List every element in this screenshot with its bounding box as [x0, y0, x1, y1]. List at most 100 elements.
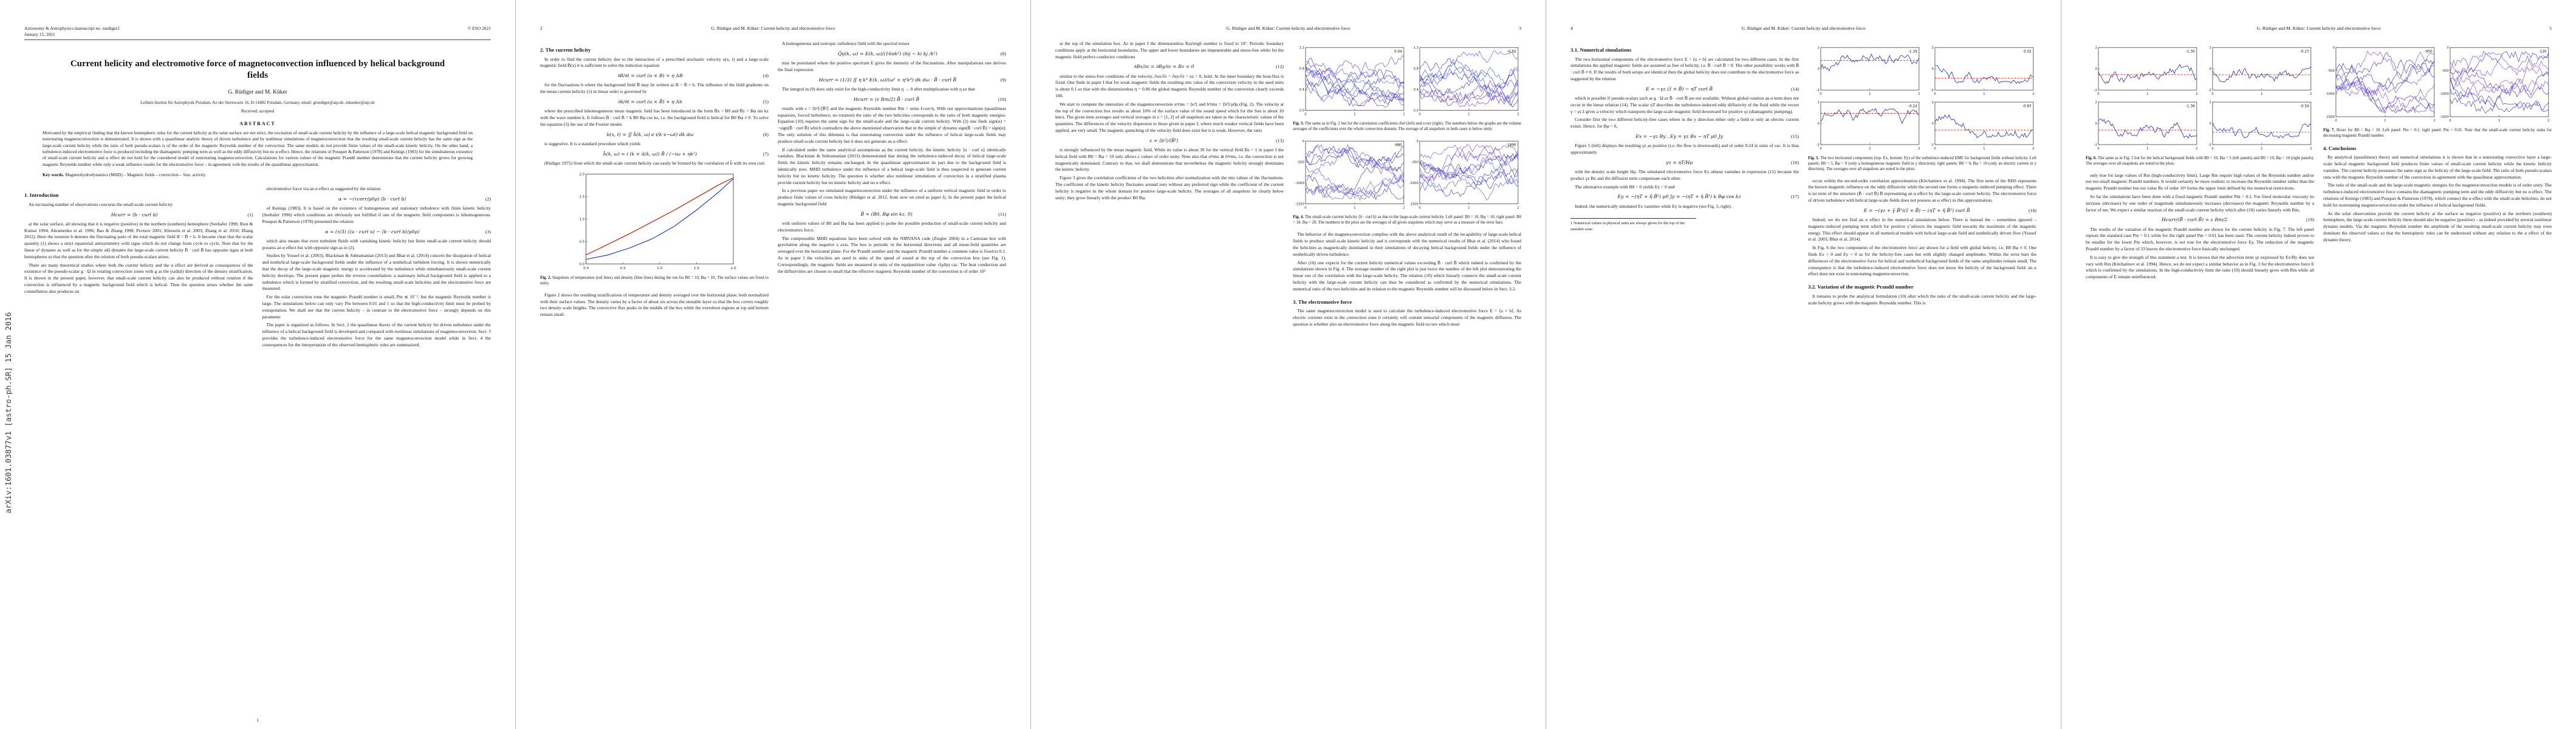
figure-caption: Fig. 5. The two horizontal components (t… — [1808, 156, 2036, 173]
keywords-text: Magnetohydrodynamics (MHD) – Magnetic fi… — [65, 172, 206, 178]
manuscript-header: Astronomy & Astrophysics manuscript no. … — [24, 26, 491, 40]
keywords-label: Key words. — [43, 172, 64, 178]
svg-text:-0.24: -0.24 — [1908, 104, 1917, 108]
figure-caption: Fig. 3. The same as in Fig. 2 but for th… — [1293, 122, 1521, 132]
left-column: -2 0 2 0 1 2 -1.30 -2 0 2 0 1 2 -0.27 -2 0 2 0 1 2 -1.36 -2 0 2… — [2086, 41, 2314, 282]
svg-text:2: 2 — [1403, 207, 1405, 210]
svg-text:0: 0 — [2335, 119, 2337, 123]
header-page-number: 4 — [1571, 26, 1573, 31]
equation-number: (17) — [1791, 194, 1799, 200]
equation: Ey = −(ηT + η̃ B̄²) μ0 Jy = −(ηT + η̃ B̄… — [1571, 193, 1799, 200]
svg-text:1: 1 — [2384, 119, 2386, 123]
paragraph: We start to compute the intensities of t… — [1055, 101, 1284, 133]
svg-text:2.0: 2.0 — [579, 173, 584, 176]
svg-text:0: 0 — [1817, 122, 1819, 126]
svg-text:-0.54: -0.54 — [2300, 104, 2309, 108]
figure-caption-text: Hcurr for B0 = Bφ = 10. Left panel: Pm =… — [2323, 128, 2552, 138]
svg-text:0.4: 0.4 — [1300, 88, 1305, 92]
figure-label: Fig. 3. — [1293, 122, 1305, 126]
svg-text:2: 2 — [2095, 101, 2097, 104]
svg-text:1: 1 — [2498, 119, 2500, 123]
svg-text:0: 0 — [2097, 147, 2099, 151]
svg-text:-0.27: -0.27 — [2300, 50, 2309, 54]
figure-fig7: -1500 -1000 -500 0 0 1 2 -950 -1500 -1000 -500 0 0 1 2… — [2323, 44, 2552, 139]
paragraph: The ratio of the small-scale and the lar… — [2323, 182, 2552, 208]
text-columns: 3.1. Numerical simulations The two horizo… — [1571, 41, 2036, 308]
paragraph: results with ε = ⟨b²⟩/⟨B̄²⟩ and the magn… — [778, 105, 1006, 144]
svg-text:-2: -2 — [2094, 143, 2097, 147]
svg-text:0: 0 — [1419, 207, 1420, 210]
equation-body: ∂b/∂t = curl (u × B̄) + η Δb — [617, 99, 682, 105]
svg-text:-500: -500 — [2442, 69, 2449, 73]
paragraph: The results of the variation of the magn… — [2086, 226, 2314, 252]
svg-text:1: 1 — [1468, 207, 1470, 210]
svg-text:1.5: 1.5 — [694, 267, 699, 270]
equation-body: ∂Bx/∂z = ∂By/∂z = Bz = 0 — [1134, 64, 1194, 70]
figure-caption: Fig. 7. Hcurr for B0 = Bφ = 10. Left pan… — [2323, 128, 2552, 139]
equation: E = −γz (ẑ × B̄) − ηT curl B̄ (14) — [1571, 86, 1799, 92]
svg-text:-0.87: -0.87 — [2023, 104, 2032, 108]
svg-text:1.2: 1.2 — [1300, 46, 1304, 50]
svg-text:-2: -2 — [2208, 89, 2211, 92]
manuscript-line: Astronomy & Astrophysics manuscript no. … — [24, 26, 120, 31]
svg-text:2: 2 — [1817, 101, 1819, 104]
page-4: 4 G. Rüdiger and M. Küker: Current helic… — [1546, 0, 2061, 729]
svg-text:0: 0 — [1931, 122, 1933, 126]
svg-text:2: 2 — [2209, 46, 2211, 50]
svg-text:2: 2 — [2032, 92, 2034, 96]
running-header-title: G. Rüdiger and M. Küker: Current helicit… — [1741, 26, 1866, 31]
svg-text:2: 2 — [2196, 92, 2197, 96]
figure-fig4: -1500 -1000 -500 0 0 1 2 -980 -1500 -1000 -500 0 0 1 2… — [1293, 138, 1521, 226]
equation-body: Hcurr = (1/3) ∬ η k⁴ E(k, ω)/(ω² + η²k⁴)… — [818, 77, 957, 83]
paragraph: where the prescribed inhomogeneous mean … — [540, 108, 769, 127]
svg-text:-2: -2 — [1817, 143, 1820, 147]
svg-text:0.8: 0.8 — [1300, 67, 1304, 71]
equation-number: (15) — [1791, 134, 1799, 140]
paragraph: only true for large values of Rm (high-c… — [2086, 172, 2314, 191]
paragraph: The two horizontal components of the ele… — [1571, 56, 1799, 82]
left-column: at the top of the simulation box. As in … — [1055, 41, 1284, 203]
keywords: Key words. Magnetohydrodynamics (MHD) – … — [24, 172, 491, 177]
paragraph: After (10) one expects for the current h… — [1293, 259, 1521, 292]
equation-body: E = −(γz + γ̃ B̄²)(ẑ × B̄) − (ηT + η̃ B̄… — [1863, 207, 1970, 213]
text-columns: -2 0 2 0 1 2 -1.30 -2 0 2 0 1 2 -0.27 -2 0 2 0 1 2 -1.36 -2 0 2… — [2086, 41, 2552, 282]
paragraph: for the fluctuations b where the backgro… — [540, 82, 769, 95]
paragraph: may be postulated where the positive spe… — [778, 60, 1006, 72]
equation-body: Ey = −(ηT + η̃ B̄²) μ0 Jy = −(ηT + η̃ B̄… — [1617, 194, 1741, 200]
footnote: 1 Numerical values in physical units are… — [1571, 218, 1696, 232]
svg-text:2: 2 — [2547, 119, 2549, 123]
svg-text:1.0: 1.0 — [579, 217, 584, 221]
paper-title: Current helicity and electromotive force… — [70, 58, 445, 81]
equation-number: (5) — [762, 99, 769, 105]
equation-body: b̂(k, ω) = i (k × û(k, ω)) B̄ / (−iω + η… — [603, 151, 697, 157]
svg-text:2: 2 — [1517, 207, 1519, 210]
equation: b̂(k, ω) = i (k × û(k, ω)) B̄ / (−iω + η… — [540, 151, 769, 157]
equation-body: Hcurr ≃ (ε Rm/2) B̄ · curl B̄ — [853, 96, 920, 102]
svg-text:-1500: -1500 — [2326, 115, 2335, 119]
figure-label: Fig. 4. — [1293, 215, 1305, 220]
figure-caption: Fig. 4. The small-scale current helicity… — [1293, 215, 1521, 226]
right-column: -2 0 2 0 1 2 -1.19 -2 0 2 0 1 2 0.02 -2 0 2 0 1 2 -0.24 -2 0 2 0… — [1808, 41, 2036, 308]
paragraph: Figure 5 (left) displays the resulting γ… — [1571, 143, 1799, 156]
page-3: G. Rüdiger and M. Küker: Current helicit… — [1030, 0, 1546, 729]
svg-text:0.0: 0.0 — [583, 267, 589, 270]
svg-text:0: 0 — [2209, 122, 2211, 126]
svg-text:2: 2 — [2196, 147, 2197, 151]
text-columns: at the top of the simulation box. As in … — [1055, 41, 1521, 330]
svg-text:1: 1 — [1354, 207, 1355, 210]
running-header: 2 G. Rüdiger and M. Küker: Current helic… — [540, 26, 1006, 31]
equation-number: (11) — [998, 211, 1006, 217]
svg-text:2: 2 — [2032, 147, 2034, 151]
figure-fig3: 0.0 0.4 0.8 1.2 0 1 2 0.04 0.0 0.4 0.8 1.2 0 1 2 -0.62 F… — [1293, 44, 1521, 132]
paragraph: In order to find the current helicity du… — [540, 56, 769, 69]
paragraph: The alternative example with B0 = 0 yiel… — [1575, 183, 1675, 190]
fig3-plot: 0.0 0.4 0.8 1.2 0 1 2 0.04 0.0 0.4 0.8 1.2 0 1 2 -0.62 — [1300, 46, 1519, 116]
title-block: Current helicity and electromotive force… — [24, 58, 491, 177]
svg-text:2: 2 — [1403, 112, 1405, 116]
svg-text:0: 0 — [2095, 67, 2097, 71]
section-heading: 3.2. Variation of the magnetic Prandtl n… — [1808, 284, 1914, 290]
svg-text:-500: -500 — [1297, 161, 1304, 165]
svg-text:0: 0 — [1931, 67, 1933, 71]
svg-text:1.2: 1.2 — [1413, 46, 1418, 50]
figure-fig2: 0.0 0.5 1.0 1.5 2.0 0.0 0.5 1.0 1.5 2.0 Fig. 2. Sn… — [540, 171, 769, 287]
